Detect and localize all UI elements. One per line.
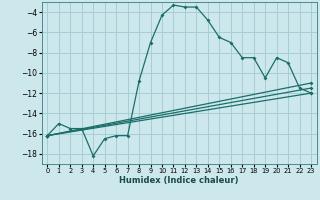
- X-axis label: Humidex (Indice chaleur): Humidex (Indice chaleur): [119, 176, 239, 185]
